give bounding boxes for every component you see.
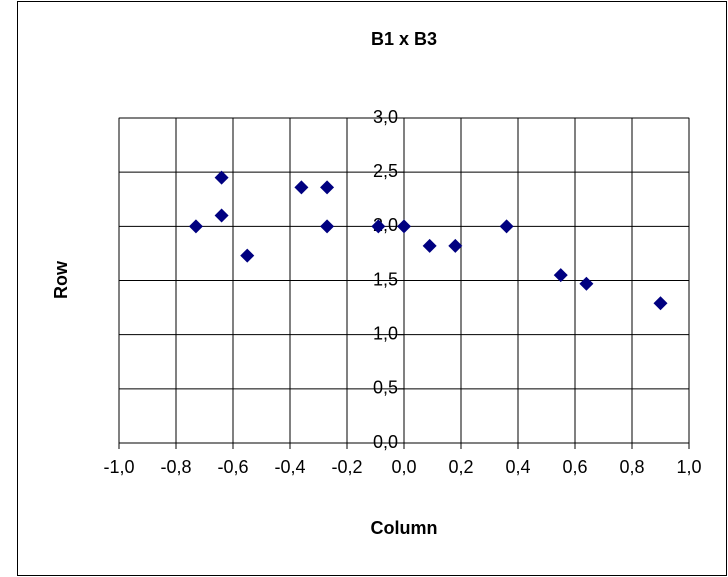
marker [320,180,335,195]
x-tick-label: -1,0 [103,457,134,477]
x-tick-label: 0,0 [391,457,416,477]
marker [188,219,203,234]
marker [397,219,411,234]
y-tick-label: 0,0 [373,432,398,452]
y-tick-label: 1,5 [373,269,398,289]
x-tick-label: 0,2 [448,457,473,477]
y-tick-label: 2,5 [373,161,398,181]
x-tick-label: 1,0 [676,457,701,477]
y-tick-label: 1,0 [373,323,398,343]
marker [371,219,386,234]
y-tick-label: 3,0 [373,107,398,127]
x-tick-label: -0,4 [274,457,305,477]
marker [499,219,514,234]
x-tick-label: -0,2 [331,457,362,477]
x-tick-label: 0,4 [505,457,530,477]
x-tick-label: -0,8 [160,457,191,477]
x-axis-title: Column [371,518,438,538]
marker [320,219,335,234]
marker [294,180,309,195]
y-tick-label: 0,5 [373,378,398,398]
marker [422,238,437,253]
marker [448,238,463,253]
marker [553,268,568,283]
marker [214,170,229,185]
marker [579,276,594,291]
marker [653,296,668,311]
marker [214,208,229,223]
x-tick-label: -0,6 [217,457,248,477]
y-axis-title: Row [51,260,71,299]
x-tick-label: 0,8 [619,457,644,477]
chart-title: B1 x B3 [371,29,437,49]
x-tick-label: 0,6 [562,457,587,477]
marker [240,248,255,263]
